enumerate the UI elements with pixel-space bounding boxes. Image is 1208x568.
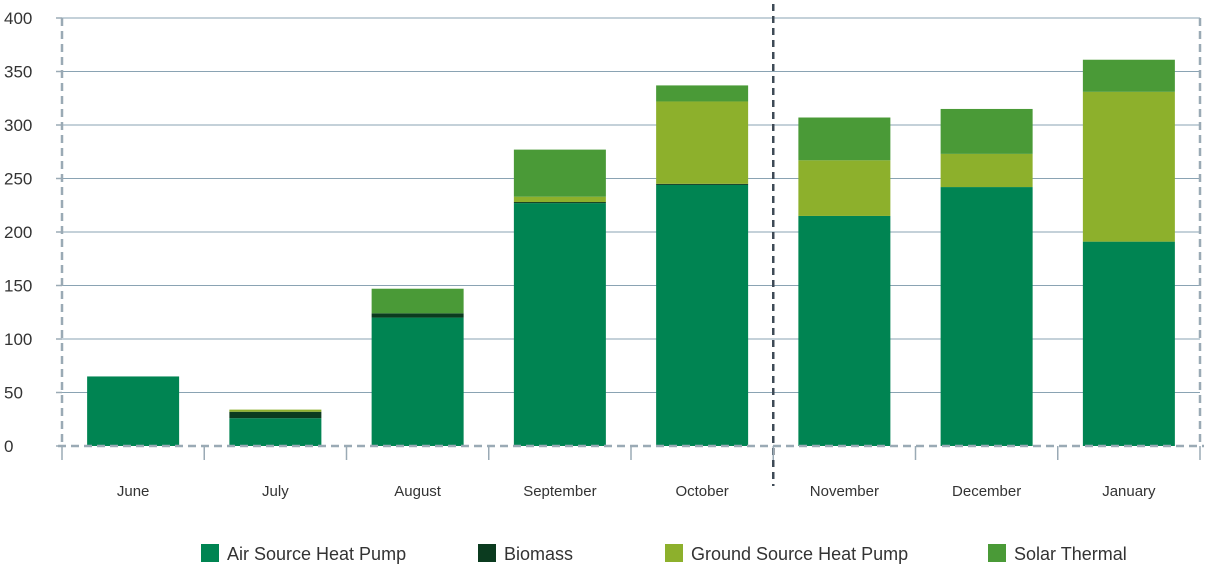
legend-label: Solar Thermal [1014,544,1127,564]
legend-swatch [201,544,219,562]
bar-august-solar-thermal [371,288,464,314]
x-tick-label: October [675,483,728,500]
bar-october-solar-thermal [656,85,749,102]
x-tick-label: September [523,483,596,500]
y-tick-label: 400 [4,9,32,28]
bar-january-ground-source-heat-pump [1082,91,1175,242]
bar-october-ground-source-heat-pump [656,101,749,184]
y-tick-label: 100 [4,330,32,349]
legend-swatch [478,544,496,562]
bar-december-ground-source-heat-pump [940,153,1033,188]
bar-july-biomass [229,411,322,419]
bar-january-solar-thermal [1082,59,1175,92]
y-tick-label: 50 [4,384,23,403]
bar-august-air-source-heat-pump [371,317,464,446]
bars [87,59,1175,447]
bar-september-ground-source-heat-pump [513,196,606,203]
bar-january-air-source-heat-pump [1082,241,1175,446]
y-tick-label: 150 [4,277,32,296]
bar-october-air-source-heat-pump [656,184,749,447]
x-tick-label: July [262,483,289,500]
bar-september-biomass [513,202,606,204]
bar-december-solar-thermal [940,108,1033,154]
y-tick-label: 200 [4,223,32,242]
legend-label: Biomass [504,544,573,564]
bar-july-ground-source-heat-pump [229,409,322,412]
bar-november-ground-source-heat-pump [798,160,891,216]
y-tick-label: 250 [4,170,32,189]
legend-swatch [665,544,683,562]
bar-october-biomass [656,183,749,185]
y-tick-label: 0 [4,437,13,456]
bar-july-air-source-heat-pump [229,418,322,446]
bar-november-air-source-heat-pump [798,215,891,446]
x-tick-label: December [952,483,1021,500]
legend: Air Source Heat Pump Biomass Ground Source… [201,544,1127,564]
bar-december-air-source-heat-pump [940,187,1033,446]
x-tick-label: August [394,483,442,500]
legend-swatch [988,544,1006,562]
bar-august-biomass [371,313,464,318]
y-tick-label: 350 [4,63,32,82]
legend-label: Ground Source Heat Pump [691,544,908,564]
bar-november-solar-thermal [798,117,891,161]
y-axis-ticks: 0 50 100 150 200 250 300 350 400 [4,9,32,456]
legend-label: Air Source Heat Pump [227,544,406,564]
bar-september-air-source-heat-pump [513,203,606,446]
bar-june-air-source-heat-pump [87,376,180,446]
bar-september-solar-thermal [513,149,606,197]
y-tick-label: 300 [4,116,32,135]
x-tick-label: June [117,483,150,500]
x-tick-label: November [810,483,879,500]
x-tick-label: January [1102,483,1156,500]
x-axis-ticks: June July August September October November De… [61,446,1201,500]
